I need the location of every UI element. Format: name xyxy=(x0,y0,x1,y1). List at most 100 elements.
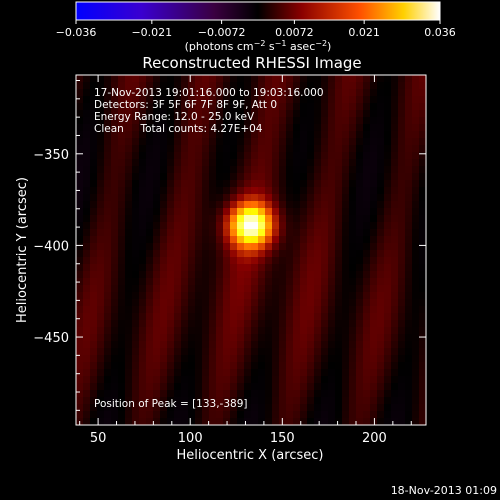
annotation-block: 17-Nov-2013 19:01:16.000 to 19:03:16.000… xyxy=(94,87,324,410)
heatmap-cell xyxy=(188,264,196,272)
heatmap-cell xyxy=(244,306,252,314)
heatmap-cell xyxy=(216,348,224,356)
heatmap-cell xyxy=(181,243,189,251)
heatmap-cell xyxy=(188,173,196,181)
heatmap-cell xyxy=(195,250,203,258)
heatmap-cell xyxy=(153,341,161,349)
heatmap-cell xyxy=(300,341,308,349)
heatmap-cell xyxy=(209,285,217,293)
heatmap-cell xyxy=(342,117,350,125)
heatmap-cell xyxy=(202,250,210,258)
heatmap-cell xyxy=(104,299,112,307)
heatmap-cell xyxy=(405,145,413,153)
heatmap-cell xyxy=(223,166,231,174)
heatmap-cell xyxy=(328,355,336,363)
heatmap-cell xyxy=(146,390,154,398)
heatmap-cell xyxy=(391,299,399,307)
heatmap-cell xyxy=(181,362,189,370)
heatmap-cell xyxy=(398,299,406,307)
heatmap-cell xyxy=(104,292,112,300)
heatmap-cell xyxy=(223,285,231,293)
heatmap-cell xyxy=(188,110,196,118)
heatmap-cell xyxy=(111,250,119,258)
heatmap-cell xyxy=(195,89,203,97)
heatmap-cell xyxy=(160,131,168,139)
heatmap-cell xyxy=(272,383,280,391)
heatmap-cell xyxy=(216,243,224,251)
heatmap-cell xyxy=(125,103,133,111)
heatmap-cell xyxy=(223,264,231,272)
heatmap-cell xyxy=(328,278,336,286)
heatmap-cell xyxy=(349,411,357,419)
heatmap-cell xyxy=(412,341,420,349)
heatmap-cell xyxy=(384,222,392,230)
heatmap-cell xyxy=(419,257,426,265)
heatmap-cell xyxy=(118,243,126,251)
heatmap-cell xyxy=(76,131,84,139)
heatmap-cell xyxy=(279,278,287,286)
heatmap-cell xyxy=(356,306,364,314)
heatmap-cell xyxy=(363,229,371,237)
heatmap-cell xyxy=(356,243,364,251)
heatmap-cell xyxy=(293,222,301,230)
heatmap-cell xyxy=(293,341,301,349)
heatmap-cell xyxy=(83,166,91,174)
colorbar: −0.036 −0.021 −0.0072 0.0072 0.021 0.036 (pho… xyxy=(56,1,456,53)
heatmap-cell xyxy=(356,404,364,412)
heatmap-cell xyxy=(90,103,98,111)
heatmap-cell xyxy=(195,194,203,202)
heatmap-cell xyxy=(258,418,266,425)
heatmap-cell xyxy=(223,292,231,300)
heatmap-cell xyxy=(132,250,140,258)
heatmap-cell xyxy=(223,327,231,335)
heatmap-cell xyxy=(412,306,420,314)
heatmap-cell xyxy=(398,341,406,349)
heatmap-cell xyxy=(328,348,336,356)
heatmap-cell xyxy=(202,194,210,202)
heatmap-cell xyxy=(76,383,84,391)
heatmap-cell xyxy=(237,215,245,223)
heatmap-cell xyxy=(342,166,350,174)
heatmap-cell xyxy=(356,285,364,293)
x-tick-label: 50 xyxy=(90,431,107,446)
heatmap-cell xyxy=(328,145,336,153)
heatmap-cell xyxy=(370,208,378,216)
heatmap-cell xyxy=(286,110,294,118)
heatmap-cell xyxy=(181,215,189,223)
heatmap-cell xyxy=(195,348,203,356)
heatmap-cell xyxy=(293,327,301,335)
heatmap-cell xyxy=(202,187,210,195)
heatmap-cell xyxy=(167,89,175,97)
heatmap-cell xyxy=(328,383,336,391)
heatmap-cell xyxy=(363,264,371,272)
heatmap-cell xyxy=(342,250,350,258)
heatmap-cell xyxy=(202,271,210,279)
heatmap-cell xyxy=(314,313,322,321)
heatmap-cell xyxy=(153,82,161,90)
heatmap-cell xyxy=(118,418,126,425)
heatmap-cell xyxy=(90,341,98,349)
heatmap-cell xyxy=(272,369,280,377)
heatmap-cell xyxy=(230,96,238,104)
heatmap-cell xyxy=(125,327,133,335)
heatmap-cell xyxy=(349,292,357,300)
heatmap-cell xyxy=(265,278,273,286)
heatmap-cell xyxy=(111,145,119,153)
heatmap-cell xyxy=(391,271,399,279)
heatmap-cell xyxy=(237,327,245,335)
heatmap-cell xyxy=(265,236,273,244)
heatmap-cell xyxy=(209,278,217,286)
heatmap-cell xyxy=(174,278,182,286)
heatmap-cell xyxy=(405,250,413,258)
heatmap-cell xyxy=(377,201,385,209)
heatmap-cell xyxy=(265,222,273,230)
heatmap-cell xyxy=(83,103,91,111)
heatmap-cell xyxy=(293,418,301,425)
heatmap-cell xyxy=(188,187,196,195)
heatmap-cell xyxy=(181,166,189,174)
heatmap-cell xyxy=(195,285,203,293)
heatmap-cell xyxy=(90,110,98,118)
heatmap-cell xyxy=(391,208,399,216)
heatmap-cell xyxy=(202,159,210,167)
heatmap-cell xyxy=(230,320,238,328)
